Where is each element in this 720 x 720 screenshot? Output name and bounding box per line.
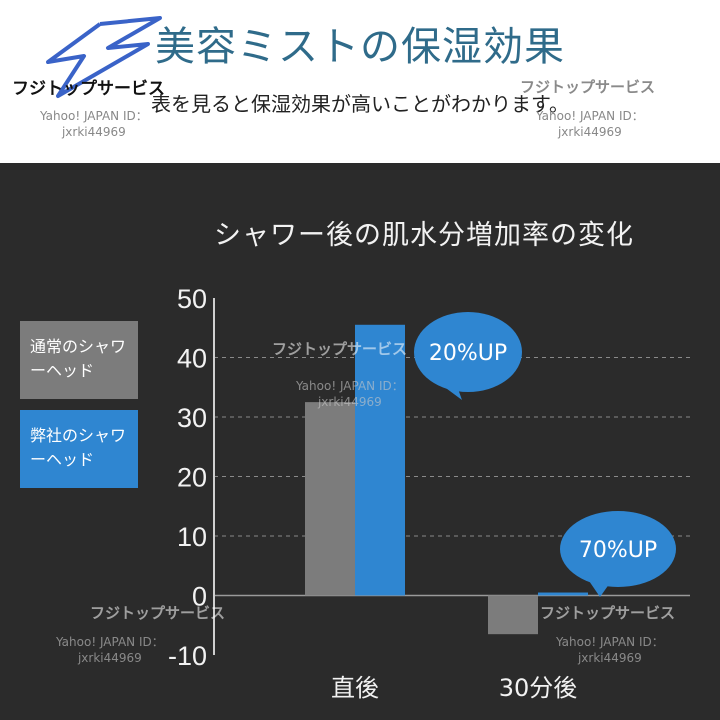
watermark-shop-name-chart: フジトップサービス <box>272 340 408 358</box>
header-section: 美容ミストの保湿効果 表を見ると保湿効果が高いことがわかります。 フジトップサー… <box>0 0 720 163</box>
watermark-id-line2-bottom-left: jxrki44969 <box>77 651 142 665</box>
watermark-id-line2: jxrki44969 <box>61 125 126 139</box>
headline: 美容ミストの保湿効果 <box>155 24 565 70</box>
watermark-id-line1: Yahoo! JAPAN ID： <box>40 109 148 123</box>
watermark-shop-name: フジトップサービス <box>12 79 165 99</box>
watermark-id-line1-bottom-right: Yahoo! JAPAN ID： <box>556 635 664 649</box>
y-tick-label: 40 <box>177 344 207 374</box>
watermark-id-line2-chart: jxrki44969 <box>317 395 382 409</box>
watermark-id-bottom-right: Yahoo! JAPAN ID： jxrki44969 <box>556 634 664 666</box>
bar <box>538 592 588 596</box>
chart-title: シャワー後の肌水分増加率の変化 <box>214 220 634 251</box>
watermark-id: Yahoo! JAPAN ID： jxrki44969 <box>40 108 148 140</box>
callout-bubble <box>414 312 522 392</box>
x-tick-label: 直後 <box>331 674 379 702</box>
y-tick-label: 10 <box>177 522 207 552</box>
y-tick-label: 0 <box>192 582 207 612</box>
callout-label: 70%UP <box>579 538 657 563</box>
watermark-shop-name-bottom-right: フジトップサービス <box>540 604 676 622</box>
bar <box>355 324 405 596</box>
y-tick-label: 20 <box>177 463 207 493</box>
watermark-id-right: Yahoo! JAPAN ID： jxrki44969 <box>536 108 644 140</box>
logo-lightning-icon <box>46 16 162 98</box>
watermark-id-line1-chart: Yahoo! JAPAN ID： <box>296 379 404 393</box>
y-tick-label: 30 <box>177 403 207 433</box>
watermark-id-line1-right: Yahoo! JAPAN ID： <box>536 109 644 123</box>
subline: 表を見ると保湿効果が高いことがわかります。 <box>151 92 569 116</box>
bar <box>488 595 538 635</box>
watermark-shop-name-right: フジトップサービス <box>520 78 656 96</box>
watermark-shop-name-bottom-left: フジトップサービス <box>90 604 226 622</box>
legend-our-shower: 弊社のシャワーヘッド <box>20 410 138 488</box>
watermark-id-line2-right: jxrki44969 <box>557 125 622 139</box>
y-tick-label: -10 <box>168 641 207 671</box>
x-tick-label: 30分後 <box>499 674 578 702</box>
callout-label: 20%UP <box>429 341 507 366</box>
watermark-id-bottom-left: Yahoo! JAPAN ID： jxrki44969 <box>56 634 164 666</box>
callout-bubble <box>560 511 676 587</box>
watermark-id-chart: Yahoo! JAPAN ID： jxrki44969 <box>296 378 404 410</box>
legend-normal-shower: 通常のシャワーヘッド <box>20 321 138 399</box>
watermark-id-line1-bottom-left: Yahoo! JAPAN ID： <box>56 635 164 649</box>
watermark-id-line2-bottom-right: jxrki44969 <box>577 651 642 665</box>
y-tick-label: 50 <box>177 284 207 314</box>
bar <box>305 402 355 596</box>
